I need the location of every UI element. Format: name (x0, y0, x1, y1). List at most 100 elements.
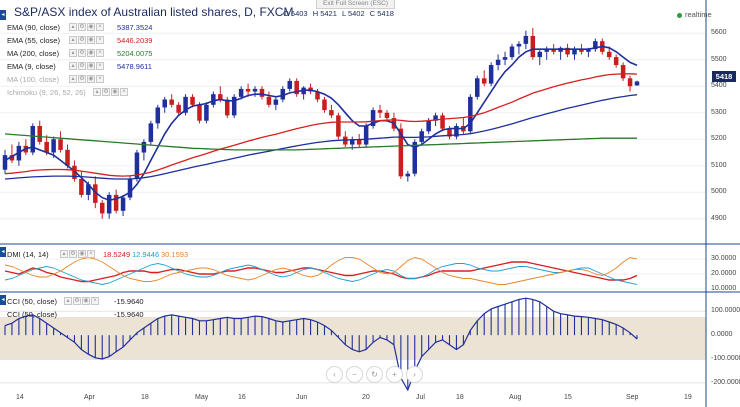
realtime-label: realtime (685, 10, 712, 19)
dmi-value-adx: 18.5249 (103, 250, 131, 259)
candle (356, 133, 362, 148)
reset-icon[interactable]: ↻ (366, 366, 383, 383)
candle-body (252, 88, 258, 92)
collapse-icon[interactable]: ▴ (69, 49, 77, 57)
candle-body (224, 99, 230, 116)
cci-tick-label: -200.0000 (711, 378, 740, 386)
gear-icon[interactable]: ⚙ (78, 49, 86, 57)
gear-icon[interactable]: ⚙ (69, 250, 77, 258)
zoom-in-icon[interactable]: + (386, 366, 403, 383)
candle (280, 86, 286, 103)
candle (148, 120, 154, 145)
series-line (4, 73, 638, 177)
eye-icon[interactable]: ◉ (78, 250, 86, 258)
candle (99, 200, 105, 219)
close-icon[interactable]: × (96, 62, 104, 70)
candle-body (481, 78, 487, 84)
candle (266, 91, 272, 108)
close-icon[interactable]: × (96, 75, 104, 83)
candle-body (620, 65, 626, 79)
date-tick-label: 15 (564, 394, 572, 401)
collapse-icon[interactable]: ▴ (69, 75, 77, 83)
gear-icon[interactable]: ⚙ (78, 36, 86, 44)
legend-label[interactable]: EMA (9, close) (7, 62, 56, 71)
collapse-icon[interactable]: ▴ (60, 250, 68, 258)
close-icon[interactable]: × (87, 250, 95, 258)
close-icon[interactable]: × (91, 297, 99, 305)
candle-body (544, 49, 549, 52)
eye-icon[interactable]: ◉ (87, 62, 95, 70)
eye-icon[interactable]: ◉ (87, 23, 95, 31)
candle-body (190, 96, 195, 105)
collapse-icon[interactable]: ▴ (69, 62, 77, 70)
candle-body (586, 49, 591, 52)
next-icon[interactable]: › (406, 366, 423, 383)
close-icon[interactable]: × (96, 23, 104, 31)
series-line (4, 45, 638, 202)
collapse-icon[interactable]: ◂ (0, 295, 6, 305)
collapse-icon[interactable]: ▴ (69, 36, 77, 44)
candle (620, 62, 626, 81)
cci-histogram (4, 297, 638, 392)
candle (329, 104, 334, 119)
collapse-icon[interactable]: ◂ (0, 247, 6, 257)
gear-icon[interactable]: ⚙ (78, 23, 86, 31)
legend-label[interactable]: Ichimoku (9, 26, 52, 26) (7, 88, 86, 97)
candle (113, 189, 119, 214)
legend-label[interactable]: MA (200, close) (7, 49, 60, 58)
candle-body (99, 202, 105, 214)
candle-body (106, 194, 112, 214)
eye-icon[interactable]: ◉ (82, 297, 90, 305)
candle (336, 112, 341, 140)
candle-body (468, 96, 473, 132)
candle (502, 51, 508, 66)
cci-tick-label: 100.0000 (711, 307, 740, 315)
price-tick-label: 5300 (711, 108, 727, 116)
gear-icon[interactable]: ⚙ (102, 88, 110, 96)
gear-icon[interactable]: ⚙ (78, 75, 86, 83)
cci-value-secondary: -15.9640 (114, 310, 144, 319)
eye-icon[interactable]: ◉ (87, 75, 95, 83)
close-icon[interactable]: × (120, 88, 128, 96)
collapse-icon[interactable]: ◂ (0, 10, 6, 20)
cci-label-secondary: CCI (50, close) (7, 310, 58, 319)
candle (377, 104, 383, 119)
candle (516, 41, 522, 55)
legend-label[interactable]: MA (100, close) (7, 75, 60, 84)
candle-body (204, 104, 209, 121)
gear-icon[interactable]: ⚙ (73, 297, 81, 305)
prev-icon[interactable]: ‹ (326, 366, 343, 383)
candle (9, 144, 15, 164)
close-icon[interactable]: × (96, 36, 104, 44)
cci-tick-label: 0.0000 (711, 331, 733, 339)
candle (405, 171, 411, 182)
eye-icon[interactable]: ◉ (111, 88, 119, 96)
candle-body (336, 115, 341, 137)
collapse-icon[interactable]: ▴ (64, 297, 72, 305)
collapse-icon[interactable]: ▴ (69, 23, 77, 31)
series-line (4, 94, 638, 180)
candle-body (322, 99, 327, 111)
close-icon[interactable]: × (96, 49, 104, 57)
eye-icon[interactable]: ◉ (87, 49, 95, 57)
collapse-icon[interactable]: ▴ (93, 88, 101, 96)
candle (537, 49, 543, 66)
gear-icon[interactable]: ⚙ (78, 62, 86, 70)
candle (294, 78, 299, 97)
candle-body (440, 115, 445, 129)
candle-body (398, 128, 404, 177)
eye-icon[interactable]: ◉ (87, 36, 95, 44)
zoom-out-icon[interactable]: − (346, 366, 363, 383)
candle (273, 96, 279, 111)
candle (627, 75, 633, 92)
legend-value: 5478.9611 (117, 62, 152, 71)
candle (79, 171, 84, 198)
candle (509, 43, 515, 60)
candle-body (79, 179, 84, 195)
candle-body (356, 139, 362, 145)
exit-fullscreen-button[interactable]: Exit Full Screen (ESC) (316, 0, 396, 9)
legend-label[interactable]: EMA (90, close) (7, 23, 60, 32)
legend-label[interactable]: EMA (55, close) (7, 36, 60, 45)
candle-body (2, 155, 8, 170)
